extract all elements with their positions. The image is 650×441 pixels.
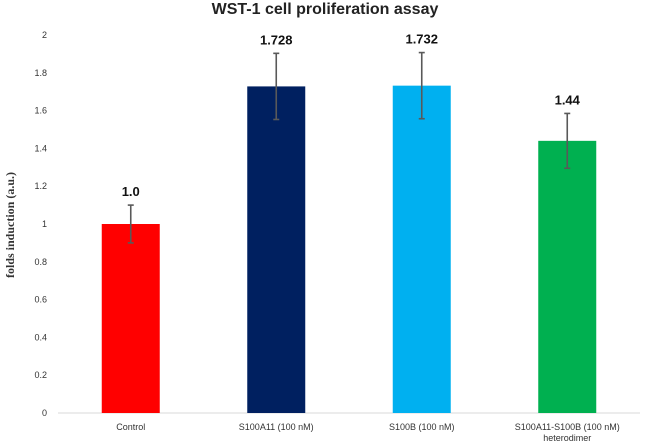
data-label: 1.0 bbox=[122, 184, 140, 199]
y-tick-label: 2 bbox=[42, 30, 47, 40]
bar bbox=[247, 86, 306, 414]
category-label: S100B (100 nM) bbox=[389, 422, 455, 432]
category-label: S100A11-S100B (100 nM) bbox=[515, 422, 620, 432]
y-tick-label: 1.4 bbox=[34, 143, 47, 153]
category-label: S100A11 (100 nM) bbox=[239, 422, 314, 432]
y-tick-label: 1.8 bbox=[34, 68, 47, 78]
category-labels: Control S100A11 (100 nM) S100B (100 nM) S10… bbox=[116, 422, 619, 441]
y-tick-label: 0.8 bbox=[34, 257, 47, 267]
y-axis-label: folds induction (a.u.) bbox=[3, 172, 17, 278]
category-label: heterodimer bbox=[543, 433, 591, 441]
y-tick-label: 1 bbox=[42, 219, 47, 229]
y-tick-label: 0.2 bbox=[34, 370, 47, 380]
data-label: 1.728 bbox=[260, 32, 293, 47]
bars bbox=[101, 85, 597, 414]
y-axis-ticks: 0 0.2 0.4 0.6 0.8 1 1.2 1.4 1.6 1.8 2 bbox=[34, 30, 47, 418]
data-label: 1.44 bbox=[555, 92, 581, 107]
chart-title: WST-1 cell proliferation assay bbox=[212, 1, 439, 18]
data-labels: 1.0 1.728 1.732 1.44 bbox=[122, 32, 581, 200]
bar bbox=[392, 85, 451, 413]
y-tick-label: 1.2 bbox=[34, 181, 47, 191]
data-label: 1.732 bbox=[405, 32, 438, 47]
y-tick-label: 1.6 bbox=[34, 106, 47, 116]
bar bbox=[101, 224, 160, 413]
y-tick-label: 0.4 bbox=[34, 332, 47, 342]
category-label: Control bbox=[116, 422, 145, 432]
y-tick-label: 0 bbox=[42, 408, 47, 418]
error-bars bbox=[127, 51, 571, 244]
bar bbox=[538, 140, 597, 413]
y-tick-label: 0.6 bbox=[34, 295, 47, 305]
